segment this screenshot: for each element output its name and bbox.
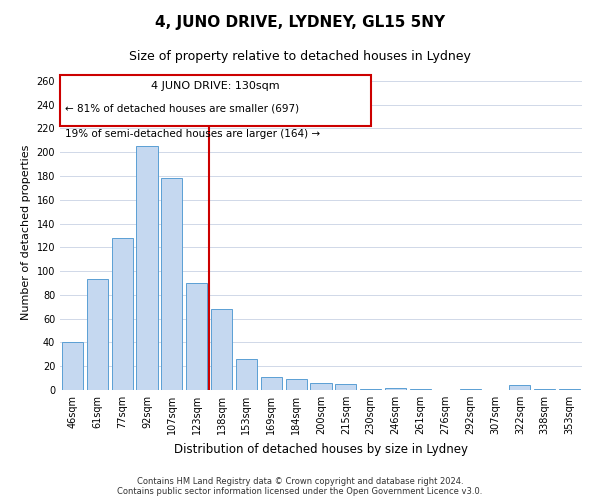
Bar — [360, 389, 381, 390]
Bar — [460, 389, 481, 390]
Bar — [410, 389, 431, 390]
Bar — [261, 377, 282, 390]
Bar — [161, 178, 182, 390]
Bar — [385, 388, 406, 390]
Bar — [335, 384, 356, 390]
Bar — [136, 146, 158, 390]
Text: 4, JUNO DRIVE, LYDNEY, GL15 5NY: 4, JUNO DRIVE, LYDNEY, GL15 5NY — [155, 15, 445, 30]
Bar — [559, 389, 580, 390]
Bar — [62, 342, 83, 390]
X-axis label: Distribution of detached houses by size in Lydney: Distribution of detached houses by size … — [174, 442, 468, 456]
Text: Contains HM Land Registry data © Crown copyright and database right 2024.: Contains HM Land Registry data © Crown c… — [137, 478, 463, 486]
Bar — [286, 380, 307, 390]
Bar — [87, 280, 108, 390]
Y-axis label: Number of detached properties: Number of detached properties — [21, 145, 31, 320]
Bar — [211, 309, 232, 390]
Bar — [186, 283, 207, 390]
Bar — [509, 385, 530, 390]
Text: ← 81% of detached houses are smaller (697): ← 81% of detached houses are smaller (69… — [65, 104, 299, 114]
Text: 4 JUNO DRIVE: 130sqm: 4 JUNO DRIVE: 130sqm — [151, 82, 280, 92]
Text: Size of property relative to detached houses in Lydney: Size of property relative to detached ho… — [129, 50, 471, 63]
Text: 19% of semi-detached houses are larger (164) →: 19% of semi-detached houses are larger (… — [65, 128, 320, 138]
Bar — [236, 359, 257, 390]
Bar — [534, 389, 555, 390]
Text: Contains public sector information licensed under the Open Government Licence v3: Contains public sector information licen… — [118, 488, 482, 496]
Bar — [310, 383, 332, 390]
FancyBboxPatch shape — [60, 75, 371, 126]
Bar — [112, 238, 133, 390]
